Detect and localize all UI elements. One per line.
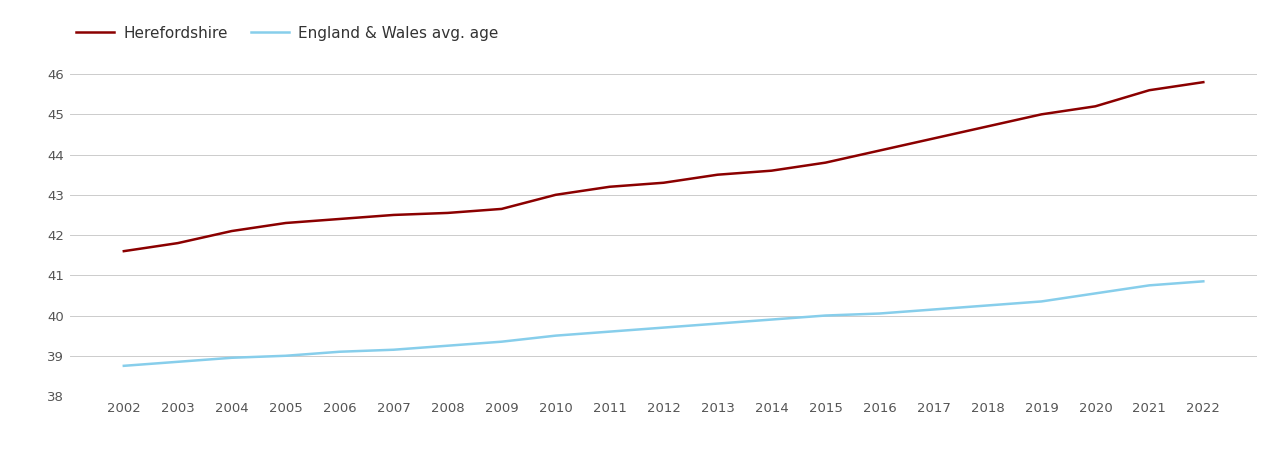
Herefordshire <box>1195 80 1210 85</box>
England & Wales avg. age <box>926 307 941 312</box>
Herefordshire <box>872 148 888 153</box>
England & Wales avg. age <box>602 329 617 334</box>
England & Wales avg. age <box>225 355 240 360</box>
Line: England & Wales avg. age: England & Wales avg. age <box>123 281 1203 366</box>
England & Wales avg. age <box>386 347 401 352</box>
Herefordshire <box>386 212 401 218</box>
Line: Herefordshire: Herefordshire <box>123 82 1203 251</box>
Herefordshire <box>494 206 509 211</box>
England & Wales avg. age <box>116 363 131 369</box>
Herefordshire <box>333 216 348 222</box>
Herefordshire <box>926 136 941 141</box>
Herefordshire <box>765 168 780 173</box>
Herefordshire <box>1142 87 1157 93</box>
England & Wales avg. age <box>333 349 348 355</box>
England & Wales avg. age <box>441 343 456 348</box>
Herefordshire <box>278 220 293 226</box>
England & Wales avg. age <box>278 353 293 359</box>
England & Wales avg. age <box>655 325 671 330</box>
Herefordshire <box>980 124 996 129</box>
England & Wales avg. age <box>1034 299 1049 304</box>
England & Wales avg. age <box>549 333 564 338</box>
Herefordshire <box>170 240 185 246</box>
Herefordshire <box>441 210 456 216</box>
Herefordshire <box>1034 112 1049 117</box>
England & Wales avg. age <box>872 311 888 316</box>
Herefordshire <box>116 248 131 254</box>
England & Wales avg. age <box>1195 279 1210 284</box>
Herefordshire <box>602 184 617 189</box>
Herefordshire <box>818 160 833 165</box>
England & Wales avg. age <box>494 339 509 344</box>
Herefordshire <box>710 172 725 177</box>
Herefordshire <box>549 192 564 198</box>
England & Wales avg. age <box>1087 291 1102 296</box>
England & Wales avg. age <box>710 321 725 326</box>
England & Wales avg. age <box>170 359 185 364</box>
England & Wales avg. age <box>1142 283 1157 288</box>
England & Wales avg. age <box>980 303 996 308</box>
Legend: Herefordshire, England & Wales avg. age: Herefordshire, England & Wales avg. age <box>70 20 504 47</box>
England & Wales avg. age <box>765 317 780 322</box>
Herefordshire <box>1087 104 1102 109</box>
England & Wales avg. age <box>818 313 833 318</box>
Herefordshire <box>655 180 671 185</box>
Herefordshire <box>225 228 240 234</box>
